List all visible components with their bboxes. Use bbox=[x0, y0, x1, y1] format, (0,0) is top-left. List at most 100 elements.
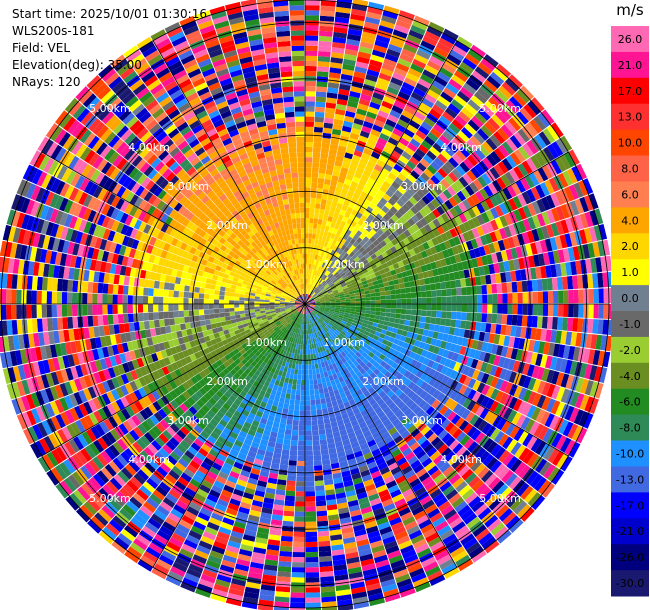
range-gate bbox=[277, 432, 285, 440]
range-gate bbox=[540, 328, 547, 342]
range-gate bbox=[402, 447, 413, 457]
range-gate bbox=[316, 71, 329, 78]
range-gate bbox=[460, 278, 467, 288]
range-gate bbox=[310, 248, 314, 254]
range-gate bbox=[589, 365, 598, 381]
range-gate bbox=[354, 223, 362, 230]
range-gate bbox=[375, 559, 390, 569]
range-gate bbox=[399, 282, 405, 289]
range-gate bbox=[415, 266, 423, 274]
range-gate bbox=[319, 434, 327, 440]
range-gate bbox=[331, 52, 344, 59]
range-gate bbox=[333, 271, 339, 277]
range-gate bbox=[505, 155, 517, 169]
range-gate bbox=[316, 515, 328, 522]
range-gate bbox=[439, 462, 451, 473]
range-gate bbox=[380, 329, 387, 335]
range-gate bbox=[369, 329, 376, 335]
range-gate bbox=[489, 365, 498, 376]
range-gate bbox=[584, 211, 594, 228]
range-gate bbox=[387, 512, 400, 522]
range-gate bbox=[379, 269, 386, 275]
range-gate bbox=[328, 226, 334, 233]
range-gate bbox=[368, 410, 377, 418]
range-gate bbox=[576, 427, 588, 444]
range-gate bbox=[426, 447, 438, 458]
range-gate bbox=[456, 90, 471, 103]
range-gate bbox=[341, 283, 347, 288]
range-gate bbox=[458, 484, 472, 497]
range-gate bbox=[415, 229, 424, 238]
range-gate bbox=[430, 261, 437, 270]
range-gate bbox=[438, 192, 449, 203]
range-gate bbox=[375, 386, 383, 395]
range-gate bbox=[365, 327, 372, 333]
range-gate bbox=[363, 430, 372, 438]
range-gate bbox=[513, 337, 521, 349]
range-gate bbox=[498, 508, 513, 522]
range-gate bbox=[324, 376, 331, 383]
range-gate bbox=[399, 215, 408, 224]
range-gate bbox=[333, 569, 348, 576]
range-gate bbox=[432, 268, 439, 277]
range-gate bbox=[502, 187, 513, 200]
range-gate bbox=[312, 294, 318, 298]
range-gate bbox=[289, 399, 295, 405]
range-gate bbox=[513, 398, 523, 412]
range-gate bbox=[308, 297, 313, 301]
range-gate bbox=[309, 290, 312, 295]
range-gate bbox=[305, 293, 306, 299]
range-gate bbox=[399, 232, 407, 241]
range-gate bbox=[334, 160, 343, 167]
range-gate bbox=[541, 164, 553, 179]
range-gate bbox=[320, 287, 325, 292]
range-gate bbox=[409, 501, 422, 512]
range-gate bbox=[383, 123, 395, 133]
range-gate bbox=[310, 285, 314, 291]
range-gate bbox=[423, 168, 434, 179]
range-gate bbox=[370, 540, 384, 549]
range-gate bbox=[384, 593, 401, 603]
range-gate bbox=[402, 488, 414, 498]
range-gate bbox=[382, 10, 398, 20]
range-gate bbox=[409, 156, 420, 166]
range-gate bbox=[297, 374, 302, 380]
range-gate bbox=[387, 137, 399, 146]
range-gate bbox=[305, 258, 308, 264]
range-gate bbox=[354, 429, 363, 437]
range-gate bbox=[548, 342, 556, 356]
range-gate bbox=[353, 524, 366, 532]
range-gate bbox=[327, 359, 332, 366]
range-gate bbox=[296, 338, 300, 344]
range-gate bbox=[484, 197, 495, 210]
range-gate bbox=[420, 412, 430, 422]
range-gate bbox=[334, 482, 344, 490]
range-gate bbox=[393, 338, 400, 345]
range-gate bbox=[555, 221, 565, 235]
range-gate bbox=[394, 530, 408, 541]
range-gate bbox=[597, 240, 606, 257]
range-gate bbox=[498, 107, 512, 121]
range-gate bbox=[308, 334, 311, 340]
range-gate bbox=[332, 123, 343, 131]
range-gate bbox=[439, 356, 447, 366]
range-gate bbox=[311, 167, 319, 173]
range-gate bbox=[260, 512, 272, 520]
range-gate bbox=[313, 450, 321, 456]
range-gate bbox=[341, 188, 349, 196]
range-gate bbox=[355, 351, 362, 358]
range-gate bbox=[475, 236, 484, 248]
range-gate bbox=[330, 340, 335, 347]
range-gate bbox=[334, 310, 340, 314]
range-gate bbox=[289, 357, 294, 364]
range-gate bbox=[345, 304, 351, 307]
range-gate bbox=[424, 30, 440, 42]
range-gate bbox=[433, 324, 441, 332]
range-gate bbox=[435, 138, 447, 150]
range-gate bbox=[284, 398, 290, 405]
range-gate bbox=[313, 218, 319, 224]
range-gate bbox=[452, 428, 463, 440]
range-gate bbox=[425, 284, 431, 291]
range-gate bbox=[314, 126, 323, 133]
range-gate bbox=[458, 223, 467, 234]
